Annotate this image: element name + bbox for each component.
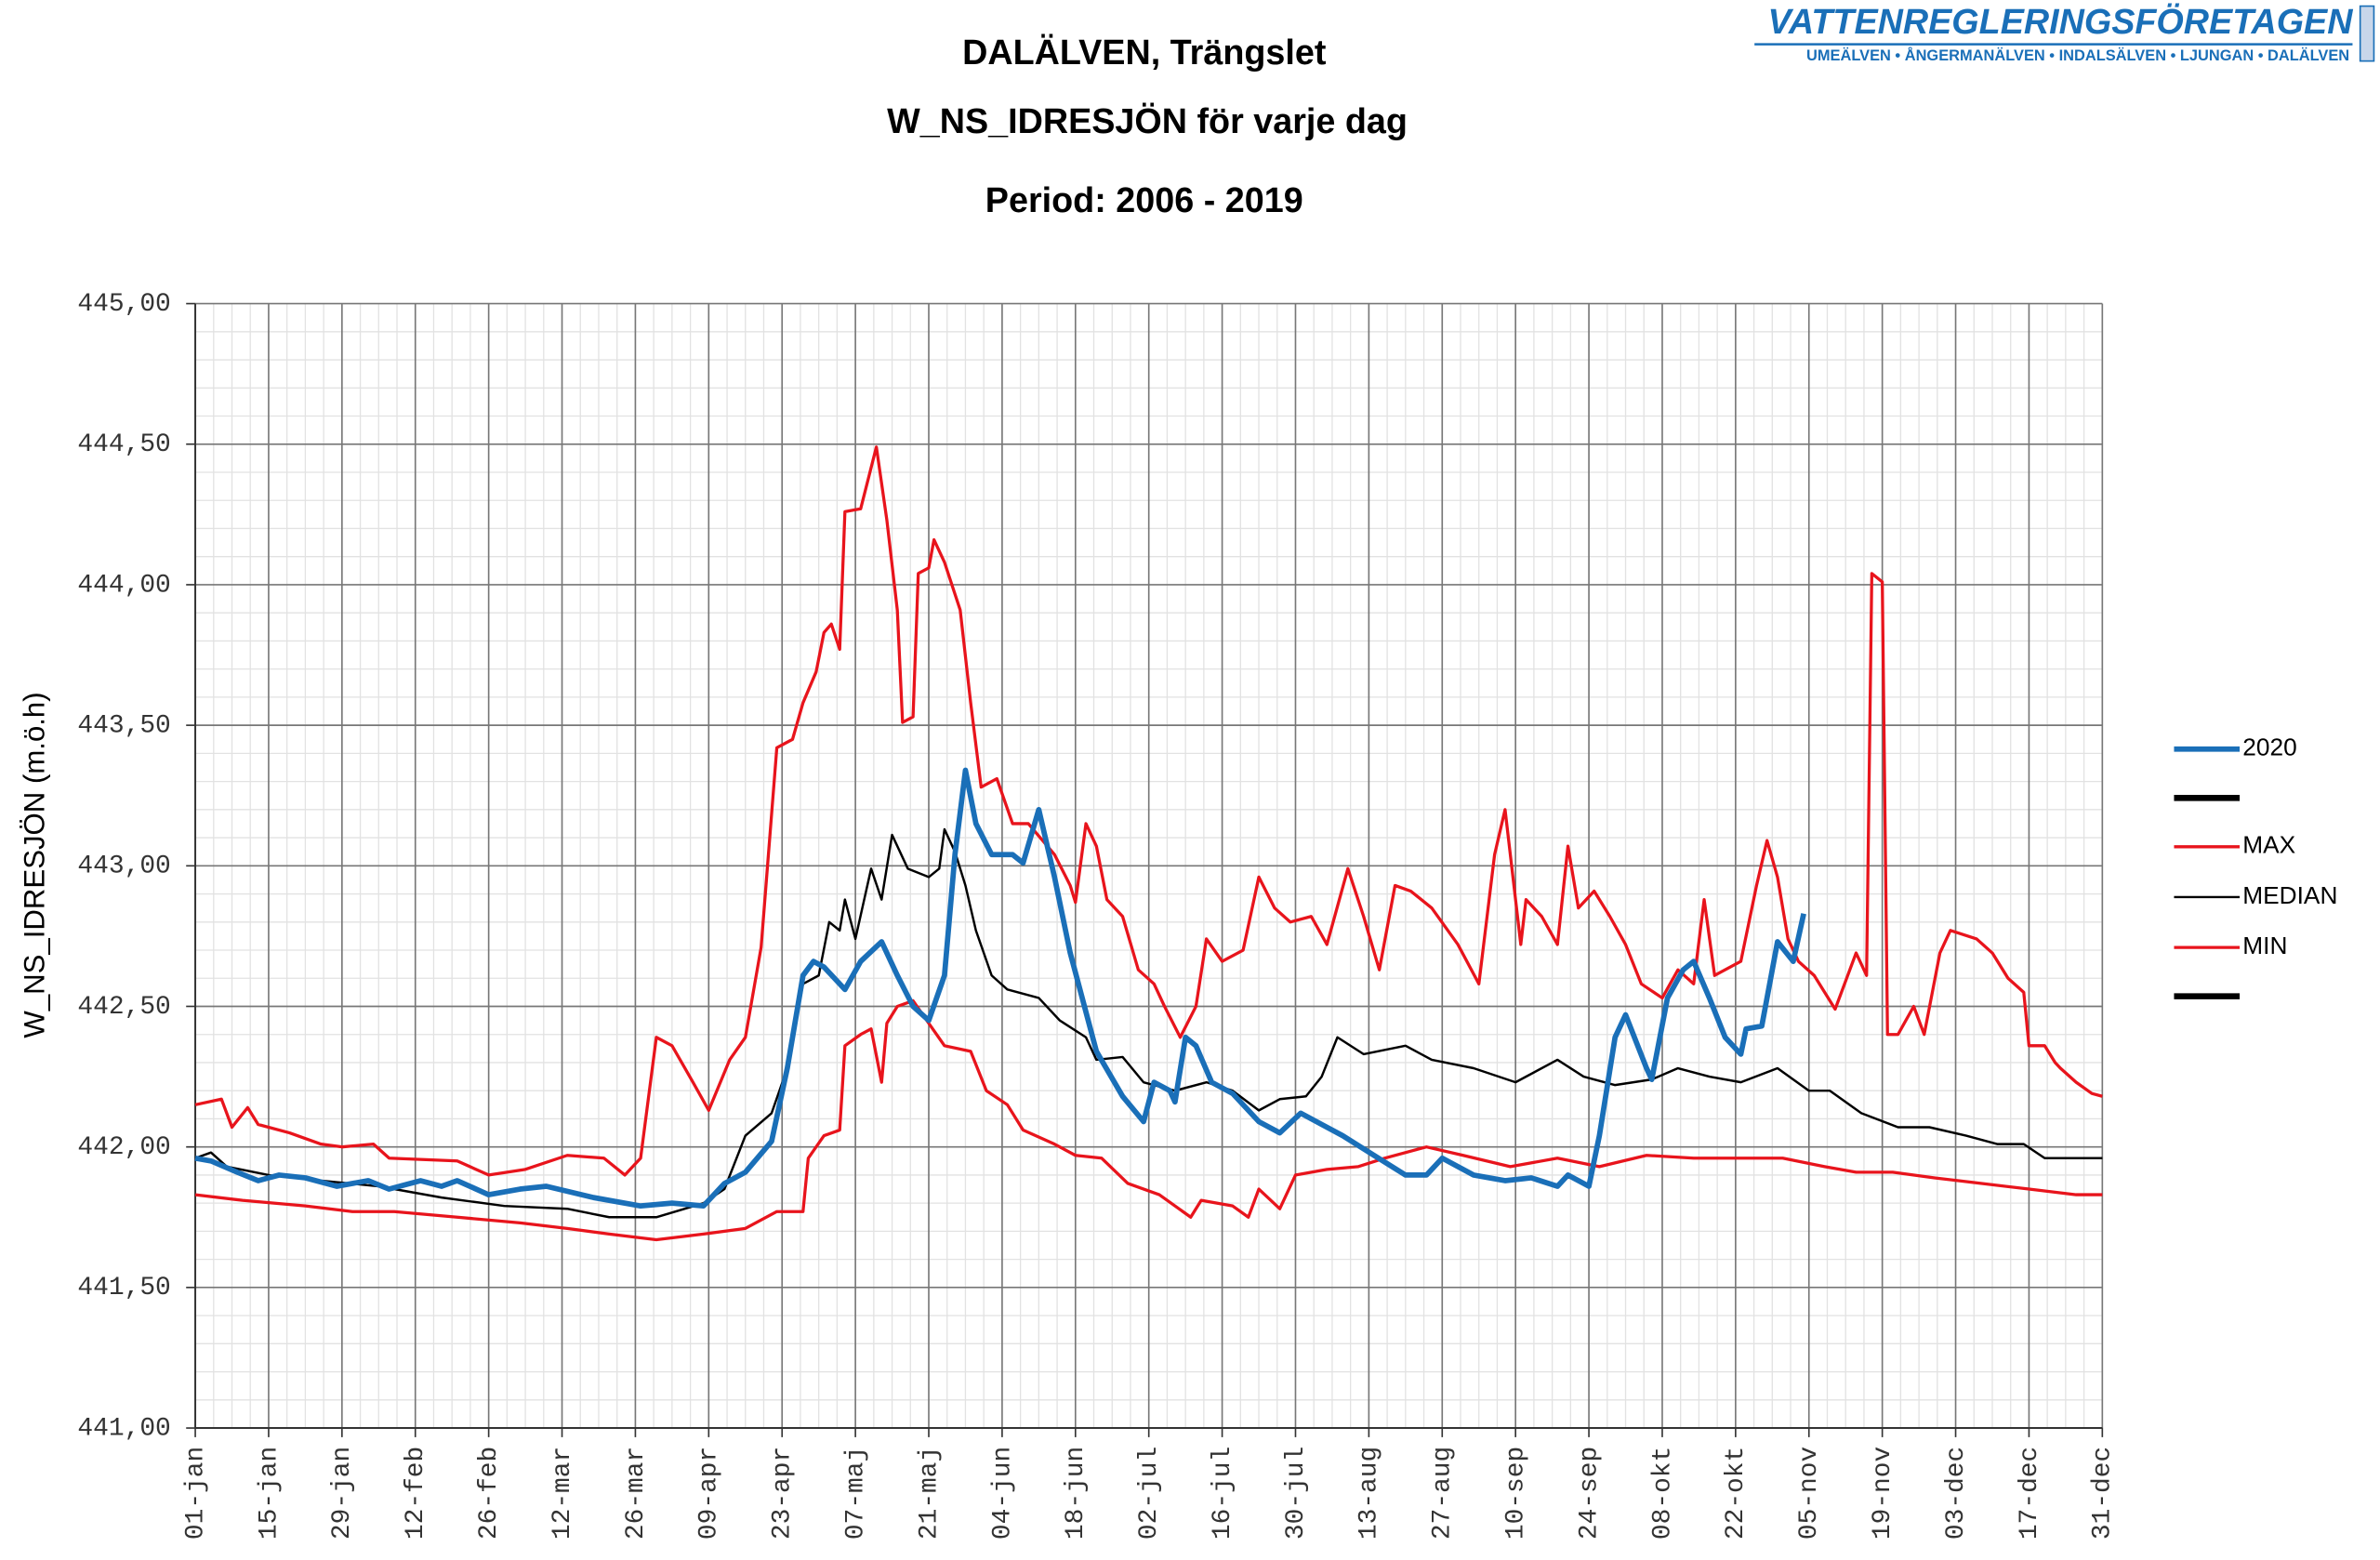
y-tick-label: 442,50 [77, 993, 170, 1022]
legend-label: MIN [2242, 932, 2287, 959]
legend-label: 2020 [2242, 734, 2296, 761]
x-tick-label: 23-apr [769, 1447, 798, 1540]
y-tick-label: 442,00 [77, 1133, 170, 1162]
x-tick-label: 26-mar [622, 1447, 651, 1540]
y-tick-label: 445,00 [77, 290, 170, 319]
legend-label: MAX [2242, 831, 2295, 859]
chart-note: Period: 2006 - 2019 [985, 180, 1303, 219]
series-line [194, 767, 1806, 1210]
x-tick-label: 27-aug [1429, 1447, 1458, 1540]
y-tick-label: 443,00 [77, 853, 170, 881]
x-tick-label: 10-sep [1502, 1447, 1531, 1540]
x-tick-label: 29-jan [328, 1447, 357, 1540]
y-tick-label: 444,00 [77, 571, 170, 600]
legend-label: MEDIAN [2242, 881, 2337, 909]
x-tick-label: 12-feb [402, 1447, 430, 1540]
x-tick-label: 01-jan [181, 1447, 210, 1540]
y-axis-label: W_NS_IDRESJÖN (m.ö.h) [19, 692, 51, 1038]
x-tick-label: 07-maj [841, 1447, 870, 1540]
x-tick-label: 19-nov [1869, 1447, 1897, 1540]
x-tick-label: 13-aug [1355, 1447, 1384, 1540]
x-tick-label: 09-apr [695, 1447, 724, 1540]
x-tick-label: 04-jun [988, 1447, 1017, 1540]
y-tick-label: 441,00 [77, 1414, 170, 1443]
chart-title: DALÄLVEN, Trängslet [962, 33, 1327, 72]
x-tick-label: 03-dec [1942, 1447, 1971, 1540]
y-tick-label: 441,50 [77, 1274, 170, 1302]
x-tick-label: 24-sep [1575, 1447, 1604, 1540]
x-tick-label: 22-okt [1722, 1447, 1751, 1540]
series-line [194, 445, 2103, 1177]
x-tick-label: 15-jan [255, 1447, 284, 1540]
x-tick-label: 30-jul [1282, 1447, 1311, 1540]
x-tick-label: 02-jul [1135, 1447, 1164, 1540]
x-tick-label: 12-mar [549, 1447, 577, 1540]
x-tick-label: 08-okt [1648, 1447, 1677, 1540]
x-tick-label: 16-jul [1209, 1447, 1237, 1540]
x-tick-label: 31-dec [2089, 1447, 2118, 1540]
x-tick-label: 18-jun [1062, 1447, 1091, 1540]
series-line [194, 998, 2103, 1242]
x-tick-label: 21-maj [915, 1447, 944, 1540]
y-tick-label: 443,50 [77, 712, 170, 741]
x-tick-label: 17-dec [2016, 1447, 2044, 1540]
x-tick-label: 26-feb [475, 1447, 504, 1540]
chart-subtitle: W_NS_IDRESJÖN för varje dag [887, 101, 1408, 140]
logo-rivers: UMEÄLVEN • ÅNGERMANÄLVEN • INDALSÄLVEN •… [1806, 46, 2349, 64]
logo-icon [2359, 5, 2375, 62]
y-tick-label: 444,50 [77, 430, 170, 459]
logo-name: VATTENREGLERINGSFÖRETAGEN [1768, 2, 2354, 41]
x-tick-label: 05-nov [1795, 1447, 1824, 1540]
